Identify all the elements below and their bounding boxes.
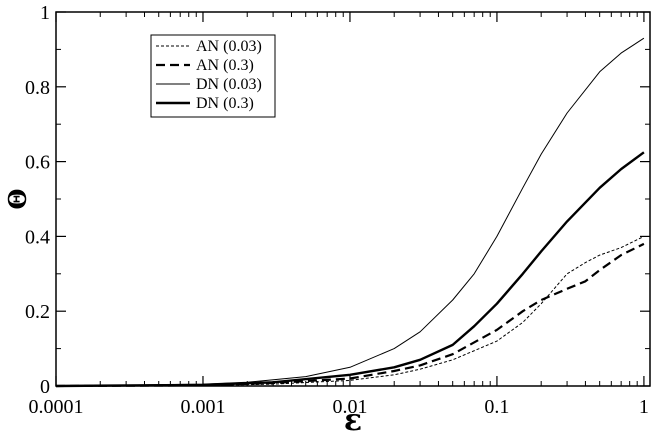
legend-label-an-0-3: AN (0.3) — [196, 57, 254, 74]
legend-label-dn-0-3: DN (0.3) — [196, 95, 254, 112]
series-line-dn-0-3 — [55, 151, 645, 388]
y-axis-title: Θ — [3, 189, 32, 210]
series-line-an-0-03 — [55, 235, 645, 387]
series-line-an-0-3 — [55, 242, 645, 388]
x-tick-label: 0.01 — [332, 396, 367, 418]
legend-label-an-0-03: AN (0.03) — [196, 38, 262, 55]
x-tick-label: 0.0001 — [29, 396, 84, 418]
legend-label-dn-0-03: DN (0.03) — [196, 76, 262, 93]
axis-ticks — [55, 11, 650, 387]
x-tick-label: 1 — [639, 396, 649, 418]
y-tick-label: 0.4 — [25, 226, 50, 248]
y-tick-label: 0 — [40, 376, 50, 398]
plot-frame — [55, 11, 651, 387]
tick-labels: 0.0001 0.001 0.01 0.1 1 0 0.2 0.4 0.6 0.8 1 — [25, 2, 649, 418]
x-axis-title: ε — [344, 403, 362, 436]
y-tick-label: 0.8 — [25, 77, 50, 99]
data-series — [55, 37, 645, 388]
series-line-dn-0-03 — [55, 37, 645, 387]
x-tick-label: 0.1 — [484, 396, 509, 418]
y-tick-label: 1 — [40, 2, 50, 24]
legend: AN (0.03) AN (0.3) DN (0.03) DN (0.3) — [150, 34, 276, 118]
y-tick-label: 0.2 — [25, 301, 50, 323]
x-tick-label: 0.001 — [180, 396, 225, 418]
y-tick-label: 0.6 — [25, 152, 50, 174]
